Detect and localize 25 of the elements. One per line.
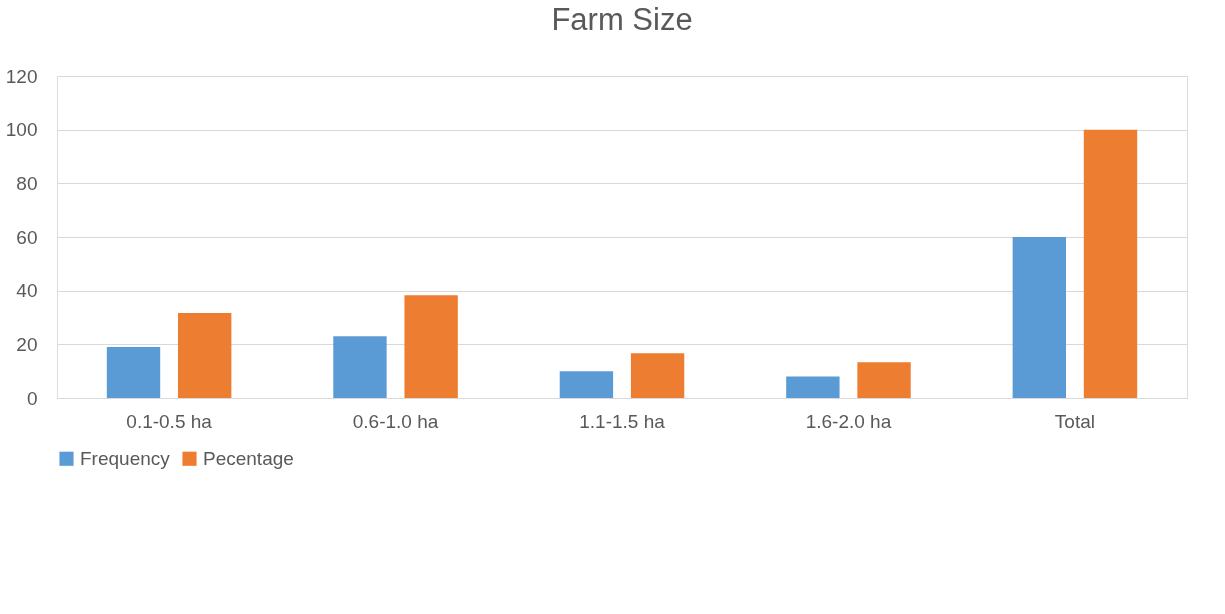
bar xyxy=(630,353,685,398)
bar xyxy=(1083,129,1138,398)
y-tick-label: 60 xyxy=(16,226,38,248)
bar xyxy=(1012,237,1067,398)
x-tick-label: 0.1-0.5 ha xyxy=(126,410,213,432)
y-tick-label: 40 xyxy=(16,280,38,302)
x-tick-label: 0.6-1.0 ha xyxy=(352,410,439,432)
y-tick-label: 120 xyxy=(5,65,38,87)
x-tick-label: Total xyxy=(1054,410,1095,432)
y-tick-label: 80 xyxy=(16,172,38,194)
y-tick-label: 0 xyxy=(26,387,38,409)
legend-label: Pecentage xyxy=(203,447,294,469)
bar xyxy=(559,371,614,398)
y-tick-label: 20 xyxy=(16,333,38,355)
x-tick-label: 1.1-1.5 ha xyxy=(579,410,666,432)
chart-title: Farm Size xyxy=(551,2,693,37)
x-tick-label: 1.6-2.0 ha xyxy=(805,410,892,432)
y-tick-label: 100 xyxy=(5,119,38,141)
bar xyxy=(857,362,911,398)
bar xyxy=(786,376,840,398)
legend-label: Frequency xyxy=(80,447,171,469)
bar xyxy=(106,347,161,398)
bar xyxy=(333,336,387,398)
bar xyxy=(177,312,232,398)
bar xyxy=(404,295,458,398)
